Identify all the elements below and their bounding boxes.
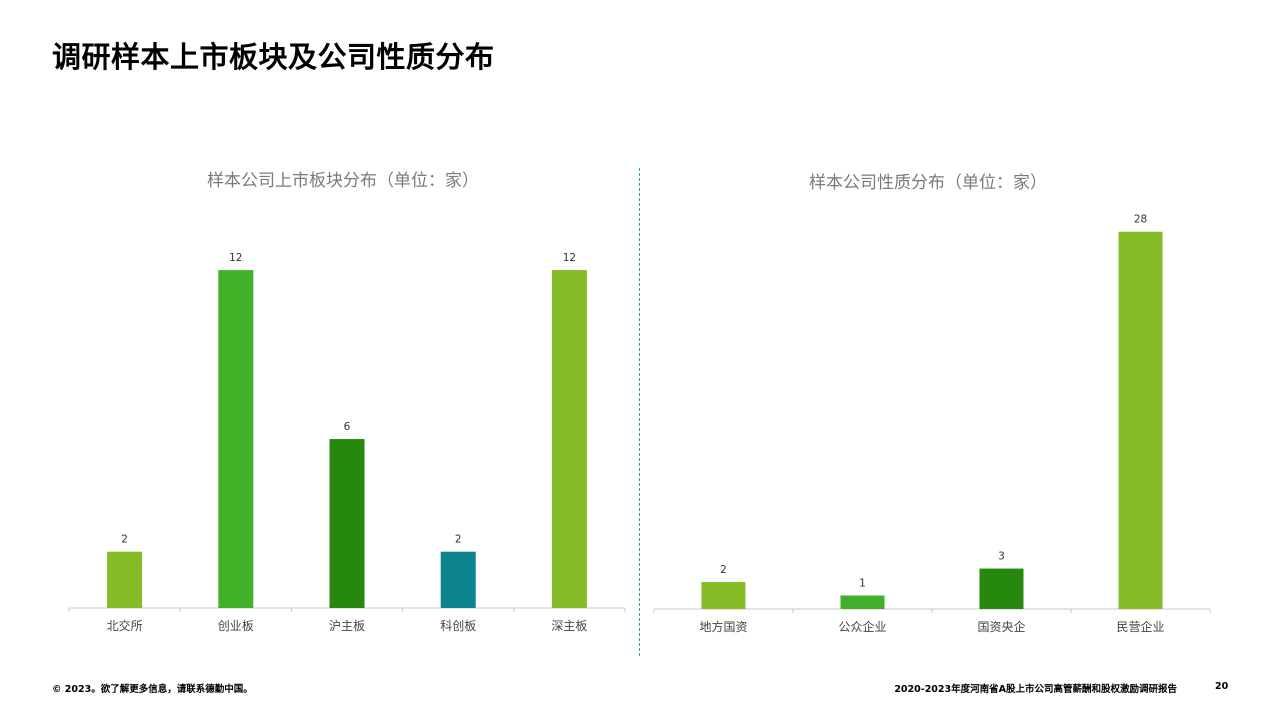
x-tick-label: 北交所 (107, 618, 143, 633)
x-tick-label: 地方国资 (699, 619, 747, 634)
board-chart-title: 样本公司上市板块分布（单位：家） (207, 171, 479, 191)
data-label: 12 (563, 252, 576, 264)
data-label: 2 (720, 564, 727, 576)
board-distribution-chart: 样本公司上市板块分布（单位：家） 2 北交所 12 创业板 6 沪主板 2 科创板 12 深主板 (68, 171, 626, 633)
bar-深主板 (551, 270, 587, 608)
data-label: 3 (998, 551, 1005, 563)
company-nature-chart: 样本公司性质分布（单位：家） 2 地方国资 1 公众企业 3 国资央企 28 民营企业 (653, 173, 1211, 634)
bar-科创板 (440, 551, 476, 608)
bar-北交所 (107, 551, 143, 608)
page-title: 调研样本上市板块及公司性质分布 (52, 40, 495, 74)
footer-copyright: © 2023。欲了解更多信息，请联系德勤中国。 (52, 684, 253, 695)
footer-report-title: 2020-2023年度河南省A股上市公司高管薪酬和股权激励调研报告 (894, 684, 1177, 695)
bar-公众企业 (840, 595, 885, 609)
x-tick-label: 科创板 (440, 619, 476, 633)
data-label: 2 (121, 534, 128, 546)
bar-国资央企 (979, 568, 1024, 609)
x-tick-label: 国资央企 (977, 619, 1025, 634)
x-tick-label: 公众企业 (838, 619, 886, 634)
data-label: 2 (455, 534, 462, 546)
data-label: 6 (344, 421, 351, 433)
page-number: 20 (1215, 681, 1229, 692)
data-label: 28 (1134, 214, 1147, 226)
nature-chart-title: 样本公司性质分布（单位：家） (809, 173, 1047, 193)
data-label: 12 (229, 252, 242, 264)
x-tick-label: 创业板 (218, 619, 254, 633)
x-tick-label: 民营企业 (1116, 619, 1164, 634)
bar-沪主板 (329, 439, 365, 608)
x-tick-label: 沪主板 (329, 619, 365, 633)
bar-民营企业 (1118, 231, 1163, 609)
x-tick-label: 深主板 (551, 619, 587, 633)
data-label: 1 (859, 578, 866, 590)
bar-地方国资 (701, 582, 746, 609)
chart-divider (639, 168, 640, 656)
bar-创业板 (218, 270, 254, 608)
